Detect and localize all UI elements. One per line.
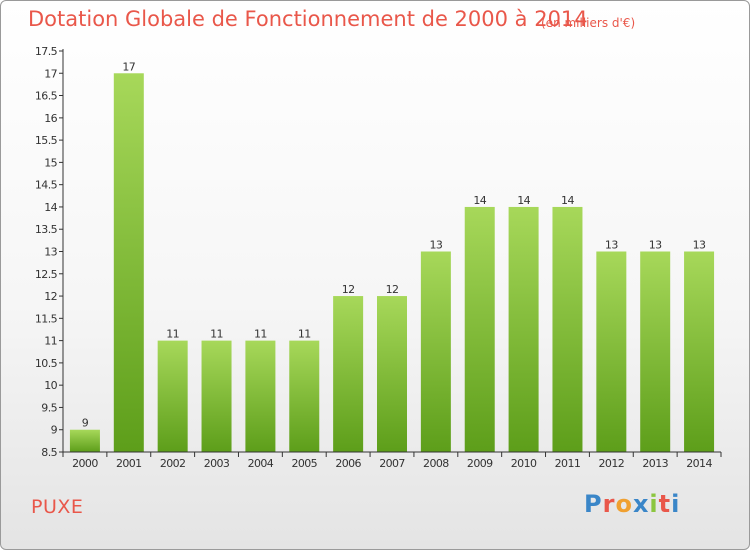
y-tick-label: 12.5	[35, 268, 58, 281]
bar	[464, 206, 495, 452]
bar-value-label: 14	[473, 194, 486, 207]
bar	[377, 296, 407, 452]
logo-letter: r	[602, 490, 616, 518]
y-tick-label: 13.5	[35, 223, 58, 236]
bar	[201, 340, 232, 452]
bar-value-label: 12	[386, 283, 399, 296]
bar-value-label: 11	[210, 328, 223, 341]
x-tick-label: 2007	[379, 457, 405, 470]
y-tick-label: 12	[44, 290, 57, 303]
bar-value-label: 13	[649, 239, 662, 252]
x-tick-label: 2003	[204, 457, 230, 470]
y-axis: 8.5 9 9.5 10 10.5 11 11.5 12 12.5 13 13.5 14 14.5 15 1…	[35, 45, 64, 459]
y-tick-label: 14.5	[35, 179, 58, 192]
x-tick-label: 2014	[686, 457, 712, 470]
y-tick-label: 16.5	[35, 90, 58, 103]
bar	[552, 206, 583, 452]
bar-value-label: 13	[429, 239, 442, 252]
x-tick-label: 2012	[599, 457, 625, 470]
y-tick-label: 17	[44, 67, 57, 80]
x-tick-label: 2000	[72, 457, 98, 470]
y-tick-label: 15.5	[35, 134, 58, 147]
y-tick-label: 9	[51, 424, 58, 437]
x-tick-label: 2010	[511, 457, 537, 470]
bar	[333, 296, 364, 452]
bar	[684, 251, 715, 452]
y-tick-label: 17.5	[35, 45, 58, 58]
commune-name: PUXE	[31, 496, 84, 518]
chart-title: Dotation Globale de Fonctionnement de 20…	[28, 7, 588, 31]
bar-value-label: 11	[298, 328, 311, 341]
y-tick-label: 8.5	[41, 446, 57, 459]
bar-value-label: 13	[693, 239, 706, 252]
y-tick-label: 13	[44, 246, 57, 259]
bar-value-label: 12	[342, 283, 355, 296]
logo-letter: t	[658, 490, 672, 518]
x-tick-label: 2001	[116, 457, 142, 470]
bars: 9 17 11 11 11 11 12 12 13 14 14 14 13 13 13	[69, 60, 715, 453]
bar	[289, 340, 320, 452]
proxiti-logo[interactable]: Proxiti	[584, 490, 680, 518]
bar	[420, 251, 451, 452]
y-tick-label: 14	[44, 201, 57, 214]
bar-value-label: 13	[605, 239, 618, 252]
x-tick-label: 2011	[555, 457, 581, 470]
bar	[596, 251, 627, 452]
chart-units: (en milliers d'€)	[541, 16, 636, 30]
bar	[508, 206, 539, 452]
x-tick-label: 2009	[467, 457, 493, 470]
x-tick-label: 2013	[642, 457, 668, 470]
y-tick-label: 11	[44, 335, 57, 348]
y-tick-label: 10.5	[35, 357, 58, 370]
y-tick-label: 9.5	[41, 401, 57, 414]
logo-letter: P	[584, 490, 603, 518]
bar	[69, 429, 100, 452]
y-tick-label: 11.5	[35, 312, 58, 325]
logo-letter: x	[632, 490, 650, 518]
y-tick-label: 10	[44, 379, 57, 392]
bar	[157, 340, 188, 452]
logo-letter: i	[649, 490, 659, 518]
y-tick-label: 16	[44, 112, 57, 125]
bar	[245, 340, 276, 452]
x-tick-label: 2008	[423, 457, 449, 470]
bar-value-label: 11	[166, 328, 179, 341]
bar	[113, 73, 144, 453]
x-axis: 2000 2001 2002 2003 2004 2005 2006 2007 2008 2009…	[62, 451, 722, 470]
bar-value-label: 11	[254, 328, 267, 341]
logo-letter: o	[615, 490, 633, 518]
bar-value-label: 17	[122, 60, 135, 73]
bar-value-label: 14	[517, 194, 530, 207]
bar	[640, 251, 671, 452]
logo-letter: i	[671, 490, 681, 518]
bar-value-label: 14	[561, 194, 574, 207]
x-tick-label: 2004	[248, 457, 274, 470]
x-tick-label: 2006	[335, 457, 361, 470]
x-tick-label: 2005	[291, 457, 317, 470]
bar-value-label: 9	[82, 417, 89, 430]
x-tick-label: 2002	[160, 457, 186, 470]
y-tick-label: 15	[44, 156, 57, 169]
